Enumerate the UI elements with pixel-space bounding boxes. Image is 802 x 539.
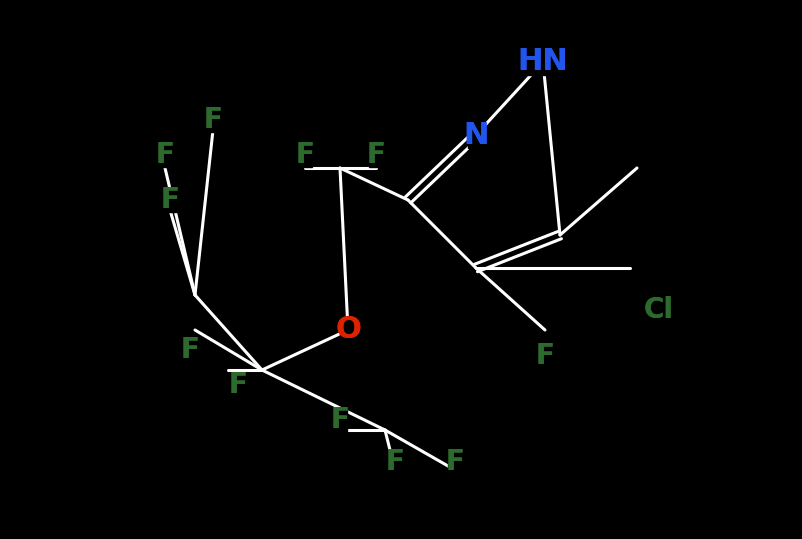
Text: Cl: Cl [644, 296, 674, 324]
Text: F: F [296, 141, 314, 169]
Bar [448, 450, 462, 474]
Bar [158, 143, 172, 167]
Text: F: F [156, 141, 175, 169]
Bar [538, 344, 552, 368]
Text: HN: HN [517, 47, 569, 77]
Bar [231, 373, 245, 397]
Text: F: F [204, 106, 222, 134]
Text: F: F [160, 186, 180, 214]
Text: F: F [536, 342, 554, 370]
Text: F: F [160, 186, 180, 214]
Bar [369, 143, 383, 167]
Text: F: F [367, 141, 386, 169]
Bar [388, 450, 402, 474]
Text: F: F [386, 448, 404, 476]
Bar [468, 122, 484, 148]
Text: O: O [335, 315, 361, 344]
Text: O: O [335, 315, 361, 344]
Text: F: F [536, 342, 554, 370]
Bar [528, 49, 558, 75]
Text: N: N [464, 121, 488, 149]
Text: F: F [204, 106, 222, 134]
Text: F: F [446, 448, 464, 476]
Bar [340, 317, 356, 343]
Text: F: F [330, 406, 350, 434]
Text: F: F [446, 448, 464, 476]
Bar [298, 143, 312, 167]
Text: N: N [464, 121, 488, 149]
Text: F: F [156, 141, 175, 169]
Bar [645, 298, 673, 322]
Text: F: F [330, 406, 350, 434]
Text: F: F [367, 141, 386, 169]
Bar [183, 338, 197, 362]
Text: F: F [180, 336, 200, 364]
Text: HN: HN [517, 47, 569, 77]
Bar [333, 408, 347, 432]
Bar [163, 188, 177, 212]
Text: F: F [229, 371, 248, 399]
Text: F: F [296, 141, 314, 169]
Text: F: F [229, 371, 248, 399]
Bar [206, 108, 220, 132]
Text: Cl: Cl [644, 296, 674, 324]
Text: F: F [386, 448, 404, 476]
Text: F: F [180, 336, 200, 364]
